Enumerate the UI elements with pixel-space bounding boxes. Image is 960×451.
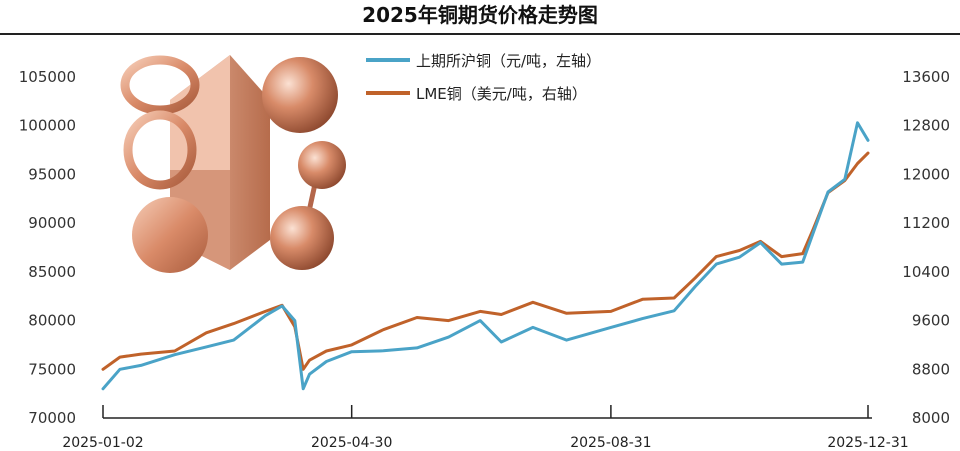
title-rule [0, 33, 960, 35]
x-tick-label: 2025-01-02 [62, 435, 143, 451]
legend: 上期所沪铜（元/吨，左轴） LME铜（美元/吨，右轴） [366, 52, 601, 103]
legend-label-lme: LME铜（美元/吨，右轴） [416, 85, 587, 103]
right-tick-label: 8800 [912, 360, 950, 378]
copper-illustration [120, 55, 346, 273]
right-tick-label: 12000 [902, 165, 950, 183]
left-tick-label: 100000 [19, 117, 76, 135]
legend-label-shfe: 上期所沪铜（元/吨，左轴） [416, 52, 601, 70]
left-tick-label: 70000 [28, 409, 76, 427]
right-tick-label: 8000 [912, 409, 950, 427]
right-y-axis: 8000 8800 9600 10400 11200 12000 12800 13600 [902, 68, 950, 427]
x-tick-label: 2025-12-31 [827, 435, 908, 451]
left-tick-label: 75000 [28, 360, 76, 378]
right-tick-label: 13600 [902, 68, 950, 86]
right-tick-label: 11200 [902, 214, 950, 232]
series-line-shfe-copper [101, 121, 870, 391]
right-tick-label: 10400 [902, 263, 950, 281]
right-tick-label: 12800 [902, 117, 950, 135]
left-tick-label: 90000 [28, 214, 76, 232]
series-layer [101, 121, 870, 391]
left-tick-label: 95000 [28, 165, 76, 183]
x-axis-ticks: 2025-01-02 2025-04-30 2025-08-31 2025-12-31 [62, 405, 909, 451]
left-y-axis: 70000 75000 80000 85000 90000 95000 100000 1050… [19, 68, 76, 427]
series-line-lme-copper [101, 151, 870, 371]
left-tick-label: 105000 [19, 68, 76, 86]
right-tick-label: 9600 [912, 312, 950, 330]
chart-title: 2025年铜期货价格走势图 [362, 3, 598, 27]
x-tick-label: 2025-08-31 [570, 435, 651, 451]
x-tick-label: 2025-04-30 [311, 435, 392, 451]
left-tick-label: 85000 [28, 263, 76, 281]
left-tick-label: 80000 [28, 312, 76, 330]
